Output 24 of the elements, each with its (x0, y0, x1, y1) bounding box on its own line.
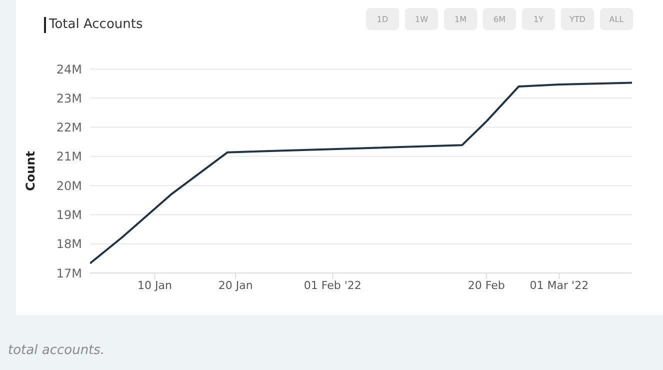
x-tick-label: 20 Jan (218, 278, 253, 292)
x-tick-label: 20 Feb (468, 278, 505, 292)
range-button: 1W (405, 8, 438, 30)
range-button: 1Y (522, 8, 555, 30)
y-tick-label: 23M (56, 91, 82, 106)
range-button: 6M (483, 8, 516, 30)
x-tick-label: 10 Jan (137, 278, 172, 292)
line-series (90, 82, 632, 264)
y-tick-label: 19M (56, 208, 82, 222)
chart-title: Total Accounts (44, 17, 143, 33)
y-tick-label: 24M (56, 62, 82, 76)
x-tick-label: 01 Feb '22 (304, 278, 362, 292)
y-tick-label: 20M (56, 178, 82, 193)
y-tick-label: 17M (56, 266, 82, 280)
x-tick-label: 01 Mar '22 (530, 278, 589, 292)
y-tick-label: 22M (56, 120, 82, 135)
range-button: 1D (366, 8, 399, 30)
text: total accounts. (8, 343, 105, 358)
y-axis-title: Count (23, 150, 38, 191)
range-button: ALL (600, 8, 633, 30)
range-button: YTD (561, 8, 594, 30)
y-tick-label: 21M (56, 150, 82, 164)
y-tick-label: 18M (56, 237, 82, 252)
range-button: 1M (444, 8, 477, 30)
